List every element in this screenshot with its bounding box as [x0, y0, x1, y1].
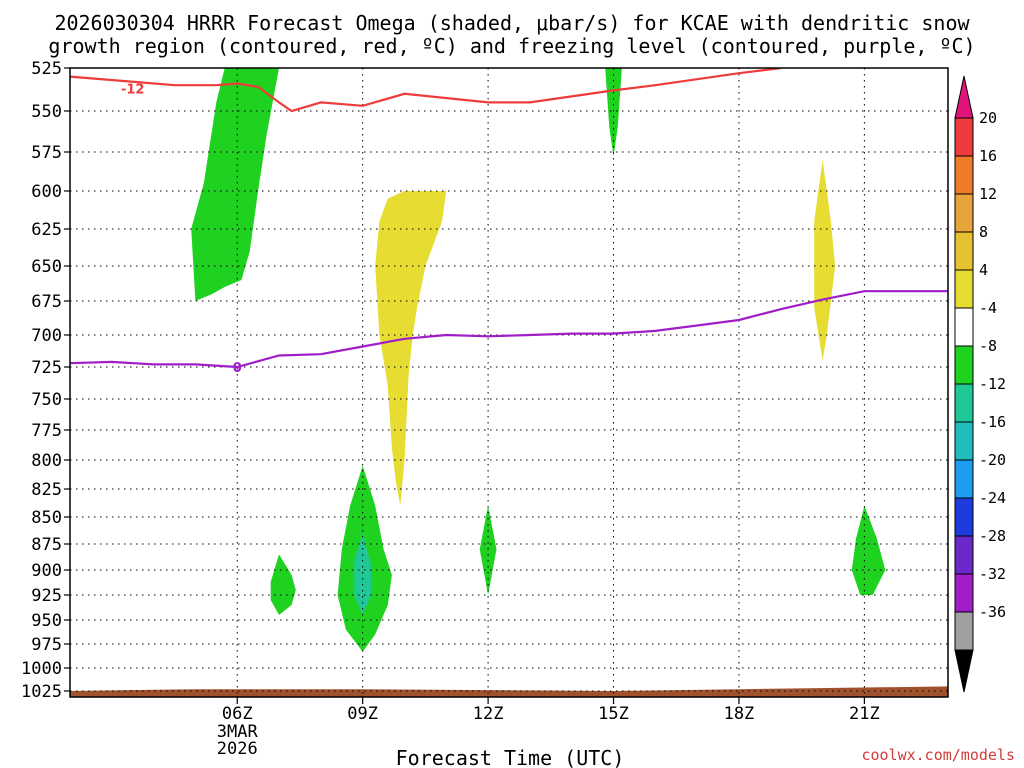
colorbar-label: -32 [979, 565, 1006, 583]
y-tick-label: 825 [31, 480, 62, 500]
omega-shade-green-blob-21z [851, 505, 886, 595]
x-tick-label: 15Z [598, 704, 629, 724]
y-tick-label: 600 [31, 182, 62, 202]
y-tick-label: 850 [31, 508, 62, 528]
plot-area: -12 0 [70, 68, 948, 697]
y-tick-label: 950 [31, 611, 62, 631]
y-tick-label: 975 [31, 635, 62, 655]
colorbar-bin [954, 345, 974, 385]
colorbar-bin [954, 421, 974, 461]
y-tick-label: 1000 [21, 659, 62, 679]
x-axis-label: Forecast Time (UTC) [396, 746, 625, 768]
colorbar-label: -8 [979, 337, 997, 355]
colorbar-bin [954, 573, 974, 613]
x-tick-label: 09Z [347, 704, 378, 724]
colorbar-bin [954, 117, 974, 157]
y-tick-label: 675 [31, 292, 62, 312]
colorbar-label: 4 [979, 261, 988, 279]
y-tick-label: 525 [31, 59, 62, 79]
x-tick-label: 21Z [849, 704, 880, 724]
y-tick-label: 625 [31, 220, 62, 240]
colorbar-label: -12 [979, 375, 1006, 393]
plot-inner: -12 0 [70, 68, 948, 697]
y-tick-label: 875 [31, 535, 62, 555]
colorbar-bin [954, 193, 974, 233]
freezing-level-line [70, 290, 948, 369]
freezing-level-label: 0 [233, 361, 242, 376]
colorbar-label: -4 [979, 299, 997, 317]
y-tick-label: 900 [31, 561, 62, 581]
y-tick-label: 650 [31, 257, 62, 277]
dgz-contour-line [70, 68, 781, 113]
omega-shade-yellow-sliver-20z [814, 159, 836, 361]
x-tick-label: 06Z [222, 704, 253, 724]
y-tick-label: 575 [31, 143, 62, 163]
axes: 525 550 575 600 625 650 675 700 725 750 775 800 825 8… [21, 59, 949, 759]
y-tick-label: 1025 [21, 682, 62, 702]
colorbar-bin [954, 459, 974, 499]
colorbar-label: -24 [979, 489, 1006, 507]
colorbar-bin [954, 611, 974, 651]
colorbar-bin [954, 535, 974, 575]
colorbar-bin [954, 155, 974, 195]
source-credit: coolwx.com/models [861, 746, 1015, 764]
colorbar-legend: 20 16 12 8 4 -4 -8 -12 -16 -20 -24 -28 -32 -36 [954, 75, 1006, 693]
x-tick-label: 18Z [724, 704, 755, 724]
chart-title-line-2: growth region (contoured, red, ºC) and f… [48, 34, 975, 58]
x-tick-date: 3MAR [217, 722, 259, 742]
colorbar-label: -36 [979, 603, 1006, 621]
colorbar-bottom-arrow [954, 649, 974, 693]
x-tick-year: 2026 [217, 739, 258, 759]
y-tick-label: 700 [31, 326, 62, 346]
colorbar-bin [954, 269, 974, 309]
colorbar-label: 16 [979, 147, 997, 165]
omega-shade-green-plume-upper-left [191, 68, 279, 301]
colorbar-label: 8 [979, 223, 988, 241]
omega-shade-green-blob-12z [479, 505, 497, 595]
omega-shade-green-blob-07z [270, 554, 296, 615]
y-tick-label: 550 [31, 102, 62, 122]
y-tick-label: 775 [31, 421, 62, 441]
colorbar-label: 20 [979, 109, 997, 127]
colorbar-bin [954, 497, 974, 537]
plot-frame [69, 67, 949, 698]
colorbar-label: -28 [979, 527, 1006, 545]
colorbar-top-arrow [954, 75, 974, 119]
y-tick-label: 750 [31, 390, 62, 410]
chart-title-line-1: 2026030304 HRRR Forecast Omega (shaded, … [54, 11, 970, 35]
y-tick-label: 925 [31, 586, 62, 606]
dgz-contour-label: -12 [121, 83, 145, 98]
colorbar-label: -16 [979, 413, 1006, 431]
omega-shade-yellow-plume-10z [375, 191, 447, 506]
x-tick-label: 12Z [473, 704, 504, 724]
colorbar-bin [954, 307, 974, 347]
colorbar-label: -20 [979, 451, 1006, 469]
y-tick-label: 725 [31, 358, 62, 378]
colorbar-bin [954, 231, 974, 271]
colorbar-bin [954, 383, 974, 423]
y-tick-label: 800 [31, 451, 62, 471]
colorbar-label: 12 [979, 185, 997, 203]
ground-surface [70, 686, 948, 697]
